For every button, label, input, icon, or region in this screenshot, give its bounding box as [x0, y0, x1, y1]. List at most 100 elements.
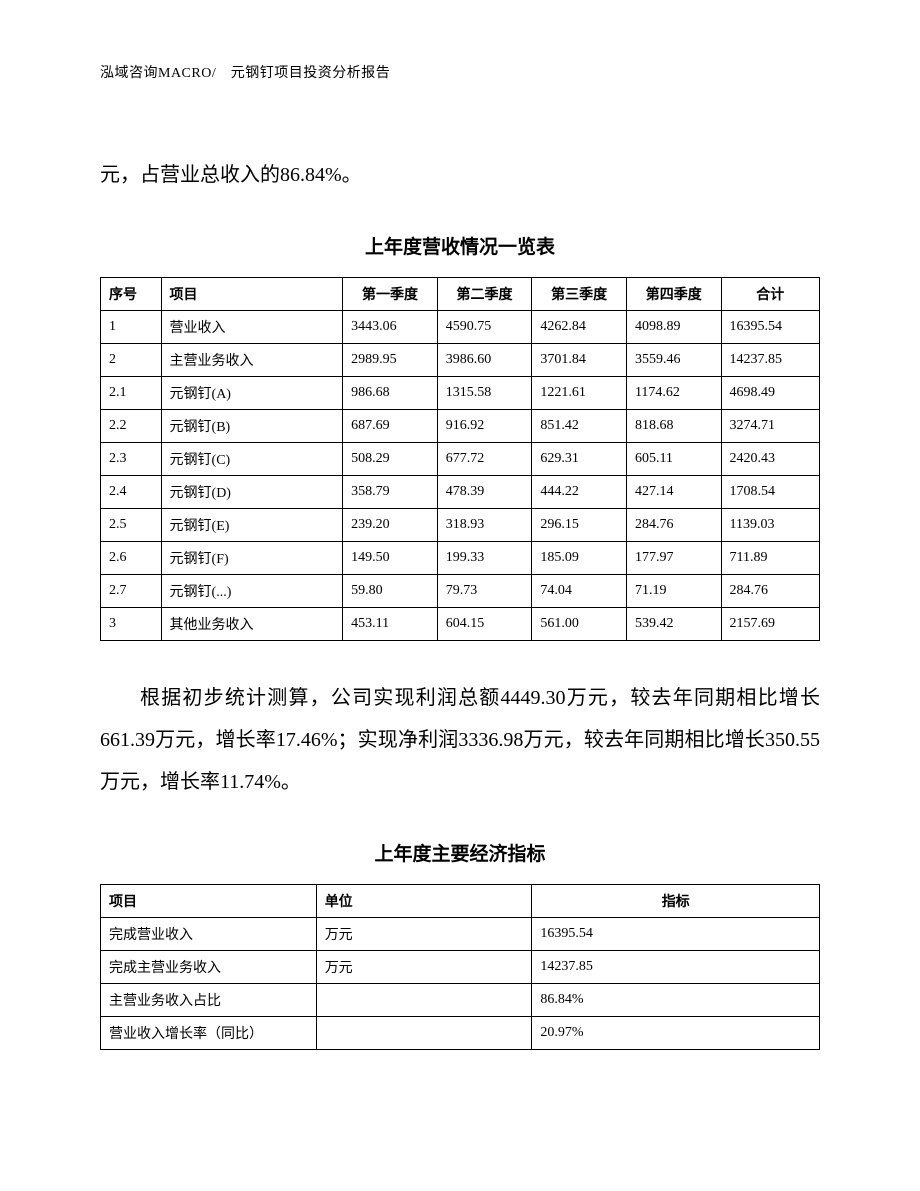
table-cell: 79.73 — [437, 575, 532, 608]
table-row: 2.3元钢钉(C)508.29677.72629.31605.112420.43 — [101, 443, 820, 476]
table-cell: 3559.46 — [626, 344, 721, 377]
table-row: 3其他业务收入453.11604.15561.00539.422157.69 — [101, 608, 820, 641]
table-row: 2.7元钢钉(...)59.8079.7374.0471.19284.76 — [101, 575, 820, 608]
table-cell: 59.80 — [343, 575, 438, 608]
table-cell: 1 — [101, 311, 162, 344]
table-cell: 185.09 — [532, 542, 627, 575]
table-cell: 604.15 — [437, 608, 532, 641]
page-header: 泓域咨询MACRO/ 元钢钉项目投资分析报告 — [100, 62, 820, 82]
table2-title: 上年度主要经济指标 — [100, 839, 820, 866]
table-row: 2.4元钢钉(D)358.79478.39444.22427.141708.54 — [101, 476, 820, 509]
table-cell: 149.50 — [343, 542, 438, 575]
table-cell: 177.97 — [626, 542, 721, 575]
table-cell: 2157.69 — [721, 608, 819, 641]
table-cell: 986.68 — [343, 377, 438, 410]
table-cell: 74.04 — [532, 575, 627, 608]
table-cell: 4590.75 — [437, 311, 532, 344]
table-row: 2.5元钢钉(E)239.20318.93296.15284.761139.03 — [101, 509, 820, 542]
middle-paragraph: 根据初步统计测算，公司实现利润总额4449.30万元，较去年同期相比增长661.… — [100, 677, 820, 803]
table1-col-q2: 第二季度 — [437, 278, 532, 311]
table-cell: 2.2 — [101, 410, 162, 443]
table-cell: 20.97% — [532, 1017, 820, 1050]
table-row: 2.6元钢钉(F)149.50199.33185.09177.97711.89 — [101, 542, 820, 575]
table-cell: 296.15 — [532, 509, 627, 542]
table-cell: 239.20 — [343, 509, 438, 542]
table-row: 完成营业收入万元16395.54 — [101, 918, 820, 951]
table-cell: 2.4 — [101, 476, 162, 509]
table-cell: 1139.03 — [721, 509, 819, 542]
table2-col-unit: 单位 — [316, 885, 532, 918]
table1-col-item: 项目 — [161, 278, 343, 311]
table-cell: 3701.84 — [532, 344, 627, 377]
table-cell: 2.5 — [101, 509, 162, 542]
table-cell: 508.29 — [343, 443, 438, 476]
table-cell: 营业收入增长率（同比） — [101, 1017, 317, 1050]
revenue-table: 序号 项目 第一季度 第二季度 第三季度 第四季度 合计 1营业收入3443.0… — [100, 277, 820, 641]
table1-col-seq: 序号 — [101, 278, 162, 311]
intro-paragraph: 元，占营业总收入的86.84%。 — [100, 154, 820, 196]
table-cell: 4262.84 — [532, 311, 627, 344]
table-cell: 营业收入 — [161, 311, 343, 344]
table-cell: 16395.54 — [532, 918, 820, 951]
table1-col-q1: 第一季度 — [343, 278, 438, 311]
table-cell: 元钢钉(...) — [161, 575, 343, 608]
table-cell: 358.79 — [343, 476, 438, 509]
table-cell: 444.22 — [532, 476, 627, 509]
table-cell: 605.11 — [626, 443, 721, 476]
table-cell: 完成主营业务收入 — [101, 951, 317, 984]
table-cell: 711.89 — [721, 542, 819, 575]
table-row: 2主营业务收入2989.953986.603701.843559.4614237… — [101, 344, 820, 377]
table-cell — [316, 984, 532, 1017]
table-cell: 元钢钉(B) — [161, 410, 343, 443]
table-row: 2.2元钢钉(B)687.69916.92851.42818.683274.71 — [101, 410, 820, 443]
table-cell: 4098.89 — [626, 311, 721, 344]
table-row: 2.1元钢钉(A)986.681315.581221.611174.624698… — [101, 377, 820, 410]
table-cell: 元钢钉(A) — [161, 377, 343, 410]
table-cell: 3274.71 — [721, 410, 819, 443]
table2-col-item: 项目 — [101, 885, 317, 918]
table-cell: 2.1 — [101, 377, 162, 410]
table-row: 营业收入增长率（同比） 20.97% — [101, 1017, 820, 1050]
table-cell: 2.7 — [101, 575, 162, 608]
table-cell: 3986.60 — [437, 344, 532, 377]
table-cell: 元钢钉(F) — [161, 542, 343, 575]
table1-col-q4: 第四季度 — [626, 278, 721, 311]
table-cell: 3443.06 — [343, 311, 438, 344]
table-cell: 主营业务收入 — [161, 344, 343, 377]
table1-header-row: 序号 项目 第一季度 第二季度 第三季度 第四季度 合计 — [101, 278, 820, 311]
table-cell: 2989.95 — [343, 344, 438, 377]
table-cell: 199.33 — [437, 542, 532, 575]
table2-header-row: 项目 单位 指标 — [101, 885, 820, 918]
table-cell: 完成营业收入 — [101, 918, 317, 951]
table-cell: 其他业务收入 — [161, 608, 343, 641]
table-cell: 818.68 — [626, 410, 721, 443]
table1-col-total: 合计 — [721, 278, 819, 311]
table-cell: 元钢钉(C) — [161, 443, 343, 476]
table-cell: 1708.54 — [721, 476, 819, 509]
table-cell: 539.42 — [626, 608, 721, 641]
table-cell: 478.39 — [437, 476, 532, 509]
table2-col-value: 指标 — [532, 885, 820, 918]
table-cell: 687.69 — [343, 410, 438, 443]
table-cell: 主营业务收入占比 — [101, 984, 317, 1017]
table-cell: 427.14 — [626, 476, 721, 509]
table-cell: 318.93 — [437, 509, 532, 542]
table-cell: 2.6 — [101, 542, 162, 575]
table-cell: 284.76 — [626, 509, 721, 542]
table-cell: 4698.49 — [721, 377, 819, 410]
table-cell: 1174.62 — [626, 377, 721, 410]
table-cell: 2 — [101, 344, 162, 377]
table-cell: 元钢钉(D) — [161, 476, 343, 509]
table-cell: 1315.58 — [437, 377, 532, 410]
table-cell: 万元 — [316, 951, 532, 984]
table-cell: 3 — [101, 608, 162, 641]
table-cell: 14237.85 — [721, 344, 819, 377]
table-cell: 元钢钉(E) — [161, 509, 343, 542]
table1-col-q3: 第三季度 — [532, 278, 627, 311]
table-cell: 2420.43 — [721, 443, 819, 476]
table-cell: 71.19 — [626, 575, 721, 608]
table-row: 完成主营业务收入万元14237.85 — [101, 951, 820, 984]
table-cell: 1221.61 — [532, 377, 627, 410]
table-cell: 629.31 — [532, 443, 627, 476]
table-cell: 561.00 — [532, 608, 627, 641]
